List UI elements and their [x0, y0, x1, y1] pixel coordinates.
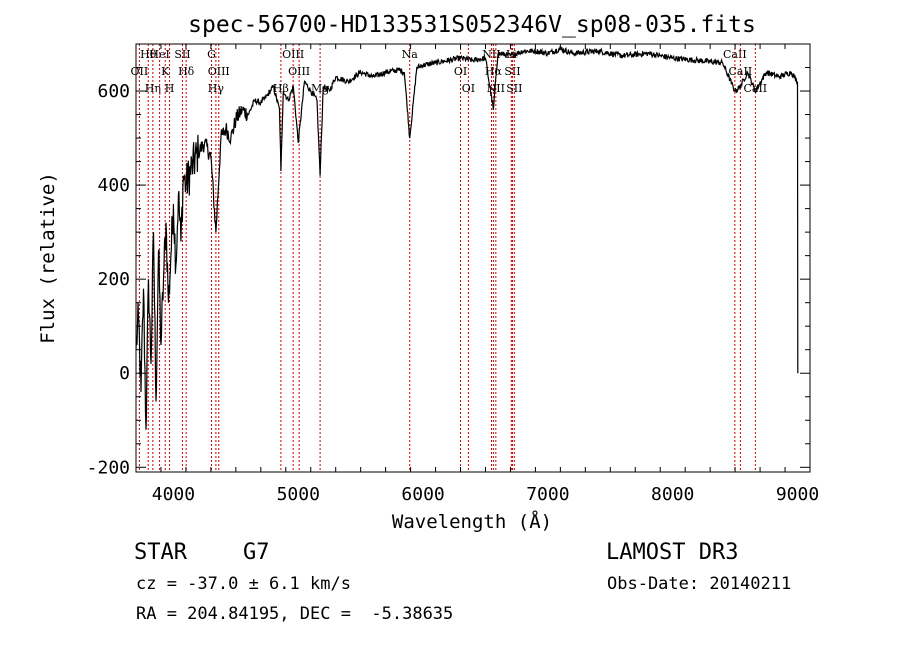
y-tick-label: 200 — [97, 269, 130, 290]
plot-frame — [135, 43, 811, 473]
x-tick-label: 7000 — [526, 484, 569, 505]
line-marker-label: K — [161, 65, 170, 78]
survey-name: LAMOST DR3 — [606, 540, 739, 565]
line-marker-label: Hβ — [273, 82, 289, 95]
x-tick-label: 6000 — [401, 484, 444, 505]
line-marker-label: H — [165, 82, 175, 95]
line-marker-label: OII — [131, 65, 149, 78]
line-marker-label: OI — [462, 82, 475, 95]
line-marker-label: OIII — [208, 65, 230, 78]
line-marker-label: OI — [454, 65, 467, 78]
line-marker-label: Na — [402, 48, 419, 61]
x-tick-label: 5000 — [277, 484, 320, 505]
line-marker-label: Hα — [485, 65, 503, 78]
y-tick-label: -200 — [87, 457, 130, 478]
y-axis-label: Flux (relative) — [37, 172, 59, 344]
redshift-text: cz = -37.0 ± 6.1 km/s — [136, 574, 351, 594]
line-marker-label: NII — [487, 82, 505, 95]
line-marker-label: Hη — [145, 82, 161, 95]
line-marker-label: SII — [174, 48, 190, 61]
x-tick-label: 4000 — [152, 484, 195, 505]
line-marker-label: OIII — [282, 48, 304, 61]
object-subclass: G7 — [243, 540, 270, 565]
x-tick-label: 9000 — [776, 484, 819, 505]
line-marker-label: OIII — [288, 65, 310, 78]
chart-title: spec-56700-HD133531S052346V_sp08-035.fit… — [188, 12, 756, 38]
y-tick-label: 400 — [97, 175, 130, 196]
obs-date-text: Obs-Date: 20140211 — [607, 574, 792, 594]
line-marker-label: CaII — [743, 82, 767, 95]
x-axis-label: Wavelength (Å) — [392, 510, 552, 533]
line-marker-label: CaII — [723, 48, 747, 61]
x-axis: 4000 5000 6000 7000 8000 9000 — [135, 44, 819, 505]
line-markers: HθOIIHηHeIKHSIIHδHγGOIIIHβOIIIOIIIMgNaOI… — [131, 44, 767, 472]
coords-text: RA = 204.84195, DEC = -5.38635 — [136, 604, 454, 624]
object-class: STAR — [134, 540, 187, 565]
y-axis: -200 0 200 400 600 — [87, 43, 810, 478]
line-marker-label: Hδ — [178, 65, 195, 78]
line-marker-label: SII — [506, 82, 522, 95]
line-marker-label: G — [207, 48, 216, 61]
y-tick-label: 0 — [119, 363, 130, 384]
line-marker-label: Hγ — [208, 82, 225, 95]
spectrum-line — [135, 45, 799, 430]
x-tick-label: 8000 — [651, 484, 694, 505]
y-tick-label: 600 — [97, 81, 130, 102]
line-marker-label: HeI — [149, 48, 169, 61]
line-marker-label: SII — [504, 65, 520, 78]
